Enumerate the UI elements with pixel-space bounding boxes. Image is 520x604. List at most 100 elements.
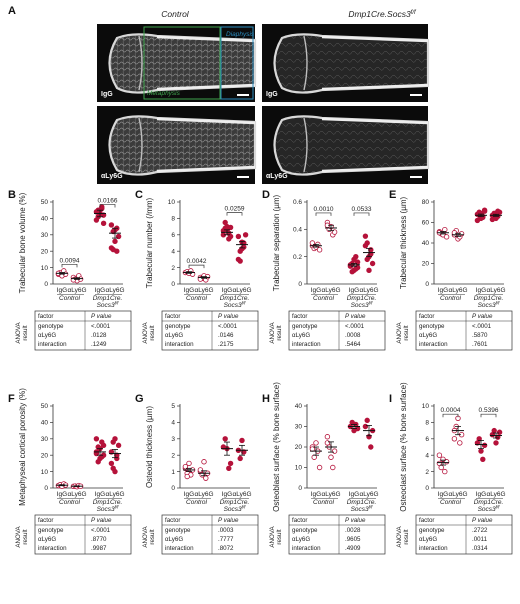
chart-panel-h: H Osteoblast surface (% bone surface) 0 10 2… [262,382,386,555]
chart-panel-i: I Osteoclast surface (% bone surface) 0 2 4 6… [389,382,513,555]
x-tick-label: IgG [184,491,194,498]
data-point [496,429,503,435]
y-tick-label: 4 [425,452,429,459]
anova-row-p-value: .1249 [91,341,107,348]
anova-table [34,514,132,555]
data-point [491,427,497,434]
anova-row-p-value: .4909 [345,545,361,552]
data-point [478,448,484,454]
anova-header-p: P value [218,313,239,320]
anova-row-p-value: .0146 [218,332,234,339]
panel-letter-d: D [262,189,270,201]
group-label-control: Control [59,499,81,506]
x-tick-label: IgG [95,287,105,294]
anova-row-factor: genotype [419,323,445,330]
group-label-ko-sup: f/f [369,301,374,306]
growth-plate [138,117,143,173]
comparison-bracket [442,413,459,418]
data-point [242,232,249,238]
anova-row-factor: interaction [165,341,194,348]
data-point [311,454,317,460]
anova-row-p-value: <.0001 [218,323,238,330]
y-tick-label: 40 [422,240,430,247]
y-tick-label: 2 [171,265,175,272]
group-label-ko-line1: Dmp1Cre. [93,295,123,302]
group-label-ko-line1: Dmp1Cre. [347,295,377,302]
anova-row-p-value: .9987 [91,545,107,552]
x-tick-label: IgG [349,491,359,498]
data-point [364,256,370,263]
anova-label-line1: ANOVA [142,322,149,344]
anova-header-p: P value [345,313,366,320]
y-tick-label: 0 [171,281,175,288]
group-label-ko-line1: Dmp1Cre. [347,499,377,506]
panel-letter-e: E [389,189,396,201]
anova-label-line1: ANOVA [269,526,276,548]
data-point [226,236,232,242]
data-point [351,256,357,263]
cortex-top [156,35,256,43]
anova-header-factor: factor [419,313,434,320]
y-tick-label: 30 [41,232,49,239]
data-point [203,475,209,481]
ko-column-title: Dmp1Cre.Socs3f/f [348,9,417,19]
x-tick-label: αLy6G [67,287,86,294]
anova-row-factor: αLy6G [38,332,56,339]
y-axis-label: Osteoid thickness (µm) [145,406,154,488]
data-point [369,260,376,267]
anova-label-line1: ANOVA [15,526,22,548]
anova-row-factor: interaction [38,341,67,348]
x-tick-label: IgG [57,491,67,498]
data-point [480,456,486,462]
anova-label-line2: result [22,529,29,544]
ct-label: IgG [266,91,278,98]
metaphysis-box [143,26,221,100]
data-point [239,437,245,444]
comparison-bracket [99,204,116,208]
x-tick-label: αLy6G [194,491,213,498]
y-tick-label: 10 [422,403,430,410]
anova-table [161,514,259,555]
data-point [330,464,336,471]
x-tick-label: αLy6G [105,287,124,294]
data-point [110,246,116,253]
data-point [495,208,501,214]
ct-label: αLy6G [101,173,123,180]
y-tick-label: 20 [41,248,49,255]
anova-label-line2: result [149,325,156,340]
data-point [366,267,372,274]
y-tick-label: 3 [171,436,175,443]
data-point [100,220,107,227]
data-point [493,440,499,446]
data-point [222,219,228,226]
anova-header-factor: factor [292,517,307,524]
anova-row-p-value: .7777 [218,536,234,543]
y-tick-label: 40 [41,216,49,223]
anova-row-factor: αLy6G [419,536,437,543]
y-axis-label: Osteoblast surface (% bone surface) [272,382,281,512]
data-point [458,231,465,237]
x-tick-label: αLy6G [448,287,467,294]
ct-label: αLy6G [266,173,288,180]
group-label-ko-gene: Socs3 [478,302,496,309]
anova-table [288,310,386,351]
anova-label-line2: result [403,529,410,544]
anova-header-p: P value [472,313,493,320]
data-point [222,436,228,442]
x-tick-label: αLy6G [486,287,505,294]
data-point [99,454,105,460]
data-point [442,468,448,475]
group-label-control: Control [186,295,208,302]
y-tick-label: 1 [171,469,175,476]
y-tick-label: 2 [425,469,429,476]
group-label-ko-gene: Socs3 [224,302,242,309]
ct-ko-ly6g: αLy6G [262,106,430,184]
comparison-bracket [480,413,497,418]
group-label-ko-line2: Socs3f/f [478,505,501,514]
anova-row-factor: interaction [419,545,448,552]
y-tick-label: 10 [41,265,49,272]
comparison-bracket [226,212,243,216]
ct-label: IgG [101,91,113,98]
x-tick-label: αLy6G [67,491,86,498]
